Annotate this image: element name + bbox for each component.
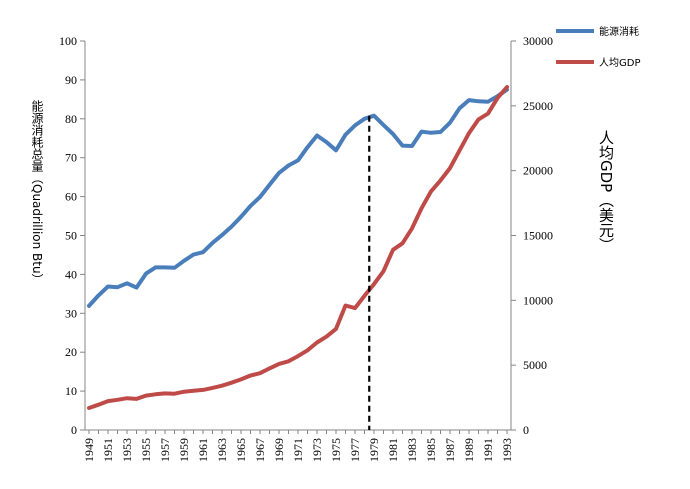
left-y-axis: 0 10 20 30 40 50 60 70 80 90 100 能源消耗总量（Quadrillion… bbox=[30, 34, 86, 437]
x-tick-label: 1973 bbox=[310, 438, 324, 462]
right-tick-label: 20000 bbox=[523, 164, 553, 178]
left-tick-label: 90 bbox=[65, 73, 77, 87]
x-tick-label: 1993 bbox=[500, 438, 514, 462]
left-tick-label: 60 bbox=[65, 190, 77, 204]
x-tick-label: 1953 bbox=[120, 438, 134, 462]
x-tick-label: 1969 bbox=[272, 438, 286, 462]
legend-label-gdp: 人均GDP bbox=[599, 57, 640, 69]
x-axis: 1949 1951 1953 1955 1957 1959 1961 1963 1965 1967… bbox=[82, 429, 514, 462]
x-tick-label: 1949 bbox=[82, 438, 96, 462]
x-tick-label: 1967 bbox=[253, 438, 267, 462]
right-tick-label: 30000 bbox=[523, 34, 553, 48]
right-y-axis: 0 5000 10000 15000 20000 25000 30000 人均GDP（美元） bbox=[510, 34, 615, 437]
x-tick-label: 1991 bbox=[481, 438, 495, 462]
left-tick-label: 40 bbox=[65, 267, 77, 281]
x-tick-label: 1979 bbox=[367, 438, 381, 462]
x-tick-label: 1951 bbox=[101, 438, 115, 462]
x-tick-label: 1965 bbox=[234, 438, 248, 462]
x-tick-label: 1987 bbox=[443, 438, 457, 462]
right-tick-label: 10000 bbox=[523, 293, 553, 307]
x-tick-label: 1977 bbox=[348, 438, 362, 462]
left-tick-label: 50 bbox=[65, 229, 77, 243]
x-tick-label: 1963 bbox=[215, 438, 229, 462]
left-tick-label: 70 bbox=[65, 151, 77, 165]
left-axis-title: 能源消耗总量（Quadrillion Btu） bbox=[30, 100, 44, 286]
x-tick-label: 1983 bbox=[405, 438, 419, 462]
x-tick-label: 1955 bbox=[139, 438, 153, 462]
left-tick-label: 30 bbox=[65, 306, 77, 320]
right-axis-title: 人均GDP（美元） bbox=[597, 130, 615, 252]
right-tick-label: 25000 bbox=[523, 99, 553, 113]
left-tick-label: 80 bbox=[65, 112, 77, 126]
x-tick-label: 1975 bbox=[329, 438, 343, 462]
left-tick-label: 0 bbox=[71, 423, 77, 437]
x-tick-label: 1981 bbox=[386, 438, 400, 462]
left-tick-label: 100 bbox=[59, 34, 77, 48]
left-tick-label: 20 bbox=[65, 345, 77, 359]
right-tick-label: 5000 bbox=[523, 358, 547, 372]
left-tick-label: 10 bbox=[65, 384, 77, 398]
x-tick-label: 1985 bbox=[424, 438, 438, 462]
legend-label-energy: 能源消耗 bbox=[599, 25, 639, 38]
series-line-energy bbox=[87, 87, 509, 308]
x-tick-label: 1959 bbox=[177, 438, 191, 462]
series-line-gdp bbox=[87, 85, 509, 410]
series-layer bbox=[87, 85, 509, 410]
x-tick-label: 1971 bbox=[291, 438, 305, 462]
right-tick-label: 15000 bbox=[523, 229, 553, 243]
x-tick-label: 1989 bbox=[462, 438, 476, 462]
x-tick-label: 1957 bbox=[158, 438, 172, 462]
right-tick-label: 0 bbox=[523, 423, 529, 437]
legend: 能源消耗 人均GDP bbox=[556, 25, 640, 69]
x-tick-label: 1961 bbox=[196, 438, 210, 462]
